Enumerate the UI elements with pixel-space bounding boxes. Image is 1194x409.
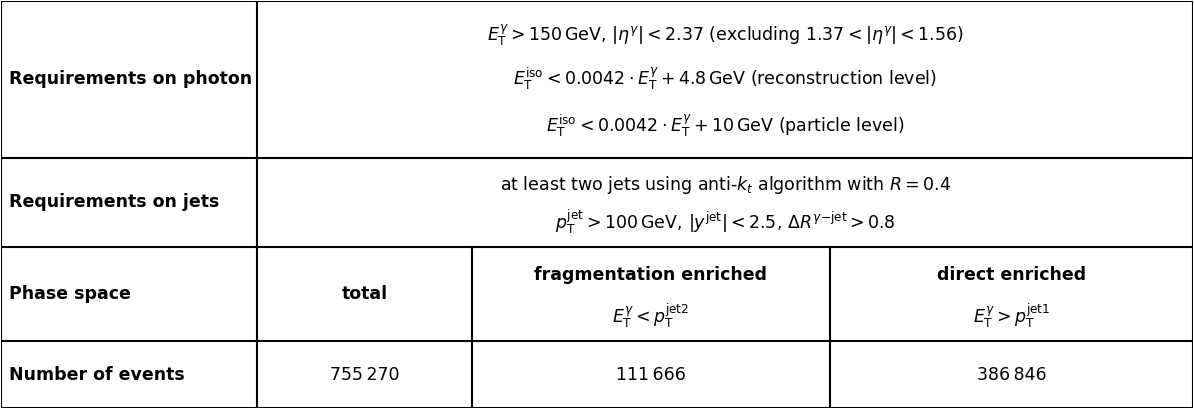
Text: Number of events: Number of events xyxy=(10,366,185,384)
Text: $E_{\mathrm{T}}^{\mathrm{iso}} < 0.0042 \cdot E_{\mathrm{T}}^{\gamma} + 10\,\mat: $E_{\mathrm{T}}^{\mathrm{iso}} < 0.0042 … xyxy=(546,113,904,139)
Text: $E_{\mathrm{T}}^{\gamma} > 150\,\mathrm{GeV},\,|\eta^{\gamma}| < 2.37$ (excludin: $E_{\mathrm{T}}^{\gamma} > 150\,\mathrm{… xyxy=(487,22,964,48)
Text: Requirements on photon: Requirements on photon xyxy=(10,70,252,88)
Text: 386 846: 386 846 xyxy=(977,366,1046,384)
Text: Requirements on jets: Requirements on jets xyxy=(10,193,220,211)
Text: at least two jets using anti-$k_t$ algorithm with $R = 0.4$: at least two jets using anti-$k_t$ algor… xyxy=(499,173,950,196)
Text: 755 270: 755 270 xyxy=(330,366,399,384)
Text: total: total xyxy=(341,285,388,303)
Text: $E_{\mathrm{T}}^{\gamma} > p_{\mathrm{T}}^{\mathrm{jet1}}$: $E_{\mathrm{T}}^{\gamma} > p_{\mathrm{T}… xyxy=(973,301,1050,330)
Text: $E_{\mathrm{T}}^{\gamma} < p_{\mathrm{T}}^{\mathrm{jet2}}$: $E_{\mathrm{T}}^{\gamma} < p_{\mathrm{T}… xyxy=(613,301,689,330)
Text: $E_{\mathrm{T}}^{\mathrm{iso}} < 0.0042 \cdot E_{\mathrm{T}}^{\gamma} + 4.8\,\ma: $E_{\mathrm{T}}^{\mathrm{iso}} < 0.0042 … xyxy=(513,66,937,92)
Text: fragmentation enriched: fragmentation enriched xyxy=(534,266,768,284)
Text: direct enriched: direct enriched xyxy=(937,266,1087,284)
Text: Phase space: Phase space xyxy=(10,285,131,303)
Text: $p_{\mathrm{T}}^{\mathrm{jet}} > 100\,\mathrm{GeV},\,|y^{\mathrm{jet}}| < 2.5,\,: $p_{\mathrm{T}}^{\mathrm{jet}} > 100\,\m… xyxy=(555,208,896,236)
Text: 111 666: 111 666 xyxy=(616,366,685,384)
